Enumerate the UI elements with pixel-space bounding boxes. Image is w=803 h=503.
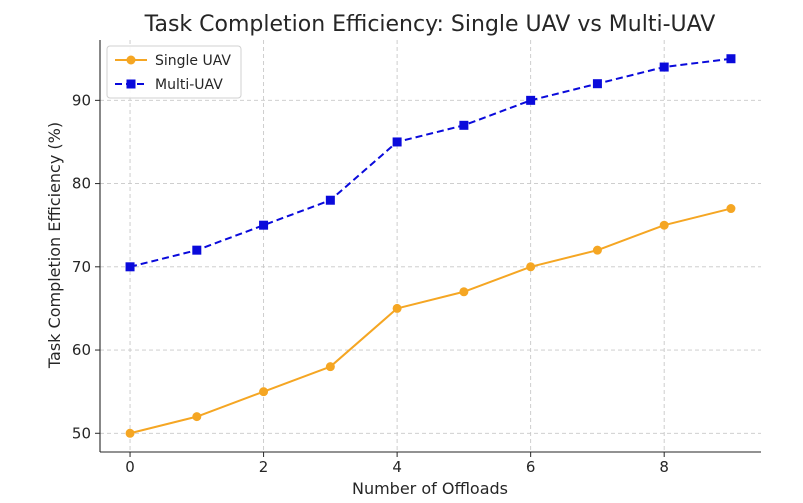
data-point [459, 120, 469, 130]
data-series [125, 54, 736, 438]
data-point [392, 303, 402, 313]
data-point [192, 412, 202, 422]
legend-item: Multi-UAV [115, 77, 223, 93]
data-point [526, 262, 536, 272]
y-axis-label: Task Completion Efficiency (%) [45, 122, 64, 369]
data-point [592, 79, 602, 89]
series-line [129, 57, 732, 268]
data-point [125, 262, 135, 272]
data-point [526, 95, 536, 105]
legend-marker [126, 79, 136, 89]
data-point [726, 204, 736, 214]
data-point [726, 54, 736, 64]
x-tick-label: 4 [392, 458, 402, 476]
data-point [259, 220, 269, 230]
legend-label: Multi-UAV [155, 77, 223, 93]
y-tick-label: 50 [72, 424, 91, 442]
axes [99, 40, 761, 453]
series-single-uav [125, 204, 736, 438]
data-point [259, 387, 269, 397]
x-tick-label: 8 [659, 458, 669, 476]
y-tick-label: 60 [72, 341, 91, 359]
x-tick-label: 0 [125, 458, 135, 476]
axis-ticks: 0 2 4 6 8 50 60 70 80 90 [72, 91, 669, 476]
x-axis-label: Number of Offloads [352, 479, 508, 498]
legend-item: Single UAV [115, 53, 231, 69]
x-tick-label: 6 [526, 458, 536, 476]
data-point [325, 362, 335, 372]
chart-title: Task Completion Efficiency: Single UAV v… [144, 12, 716, 37]
data-point [325, 195, 335, 205]
data-point [659, 62, 669, 72]
series-line [129, 207, 732, 435]
legend: Single UAV Multi-UAV [106, 45, 242, 99]
legend-label: Single UAV [155, 53, 231, 69]
grid-lines [100, 40, 761, 452]
legend-marker [126, 55, 136, 65]
data-point [392, 137, 402, 147]
data-point [592, 245, 602, 255]
y-tick-label: 90 [72, 91, 91, 109]
data-point [125, 428, 135, 438]
x-tick-label: 2 [259, 458, 269, 476]
data-point [192, 245, 202, 255]
data-point [459, 287, 469, 297]
data-point [659, 220, 669, 230]
y-tick-label: 70 [72, 258, 91, 276]
y-tick-label: 80 [72, 175, 91, 193]
series-multi-uav [125, 54, 736, 272]
